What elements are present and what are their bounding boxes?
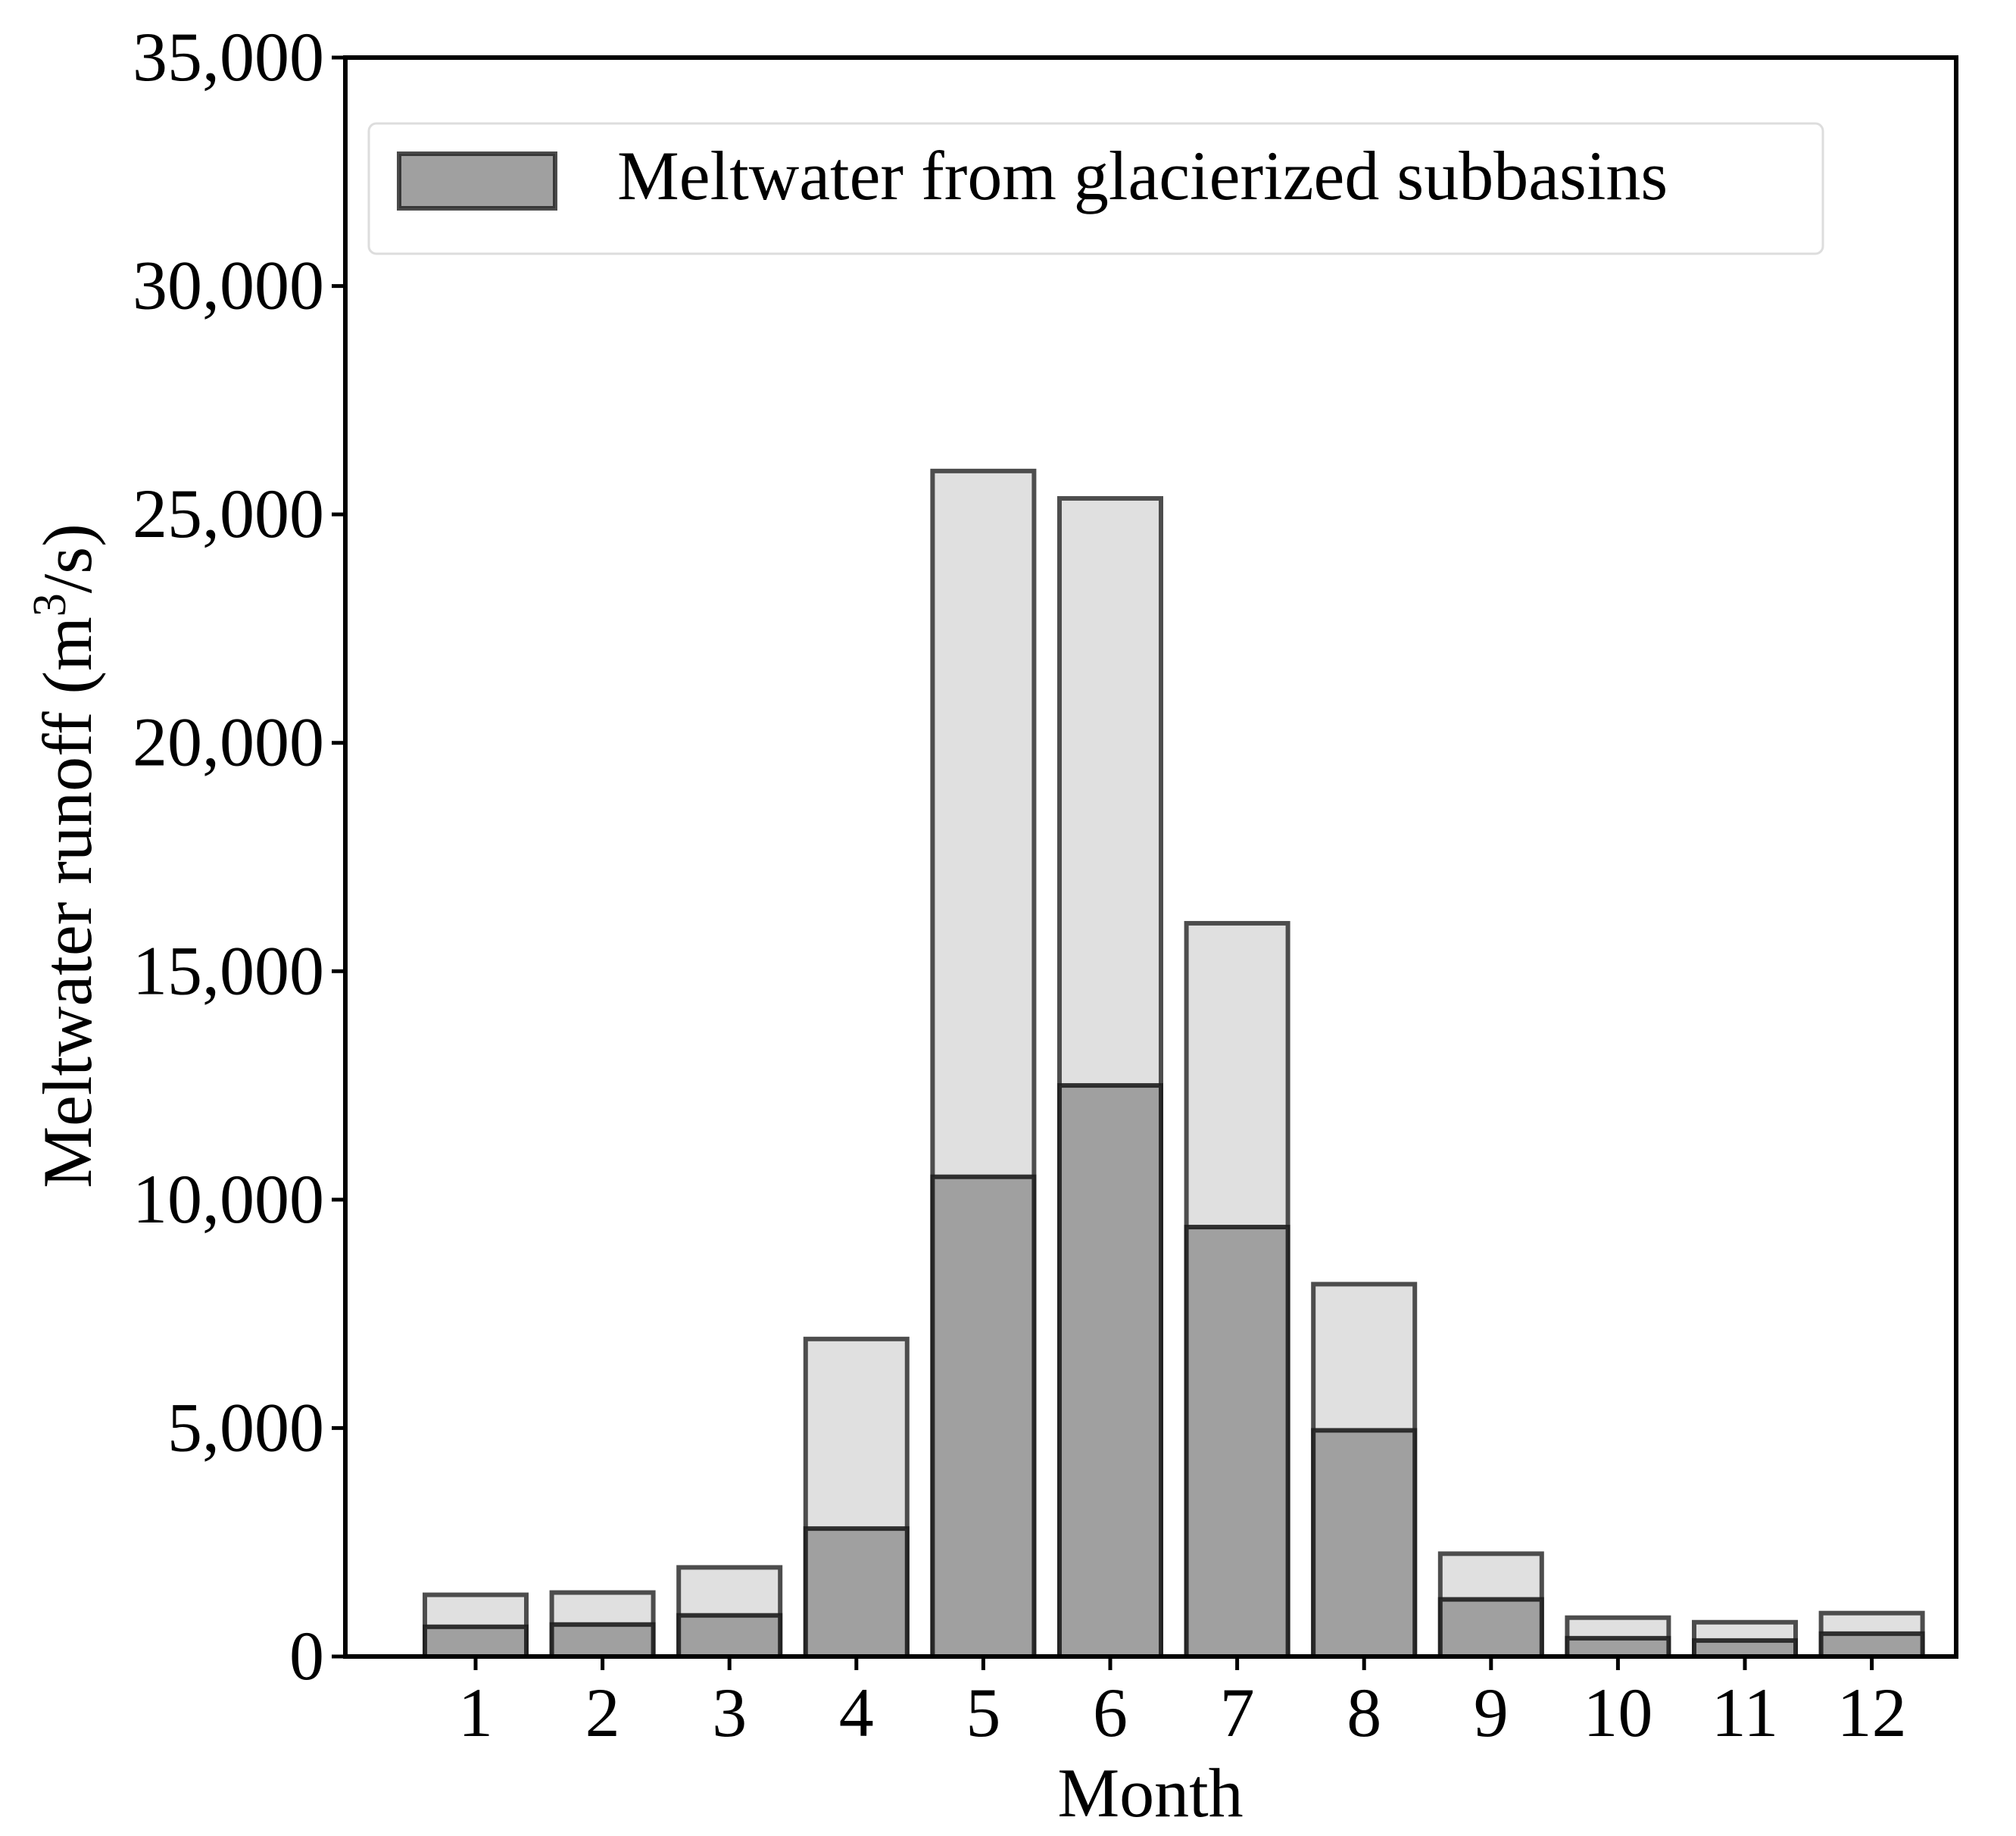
x-tick-label: 5 [966, 1674, 1000, 1751]
x-tick-label: 1 [458, 1674, 493, 1751]
bar-glacierized-month-2 [549, 1622, 656, 1660]
y-tick-label: 15,000 [133, 932, 324, 1009]
x-axis-label: Month [1057, 1754, 1243, 1831]
x-tick-label: 12 [1837, 1674, 1907, 1751]
y-tick-label: 20,000 [133, 704, 324, 781]
x-tick-label: 9 [1474, 1674, 1509, 1751]
y-tick-label: 0 [289, 1617, 324, 1694]
x-tick-label: 4 [839, 1674, 874, 1751]
y-axis-label-tail: /s) [29, 523, 106, 593]
x-tick-label: 6 [1093, 1674, 1128, 1751]
y-axis-label-superscript: 3 [24, 593, 76, 617]
y-axis: 0 5,000 10,000 15,000 20,000 25,000 30,000 35,0… [133, 18, 345, 1694]
bar-glacierized-month-8 [1311, 1428, 1418, 1660]
y-tick-label: 5,000 [167, 1388, 324, 1466]
x-tick-label: 3 [712, 1674, 747, 1751]
x-tick-label: 8 [1347, 1674, 1381, 1751]
bar-glacierized-month-6 [1057, 1083, 1163, 1659]
y-axis-label: Meltwater runoff (m3/s) [24, 523, 106, 1188]
y-tick-label: 35,000 [133, 18, 324, 95]
bar-glacierized-month-3 [676, 1613, 783, 1659]
bar-glacierized-month-11 [1692, 1638, 1798, 1659]
bar-glacierized-month-4 [803, 1526, 910, 1659]
plot-frame [343, 55, 1958, 1659]
bar-glacierized-month-10 [1565, 1635, 1671, 1659]
legend: Meltwater from glacierized subbasins [367, 122, 1824, 255]
legend-box [367, 122, 1824, 255]
bars-glacierized-series [423, 1083, 1925, 1660]
y-axis-label-main: Meltwater runoff (m [29, 617, 106, 1188]
x-tick-label: 11 [1712, 1674, 1779, 1751]
y-tick-label: 30,000 [133, 247, 324, 324]
y-tick-label: 10,000 [133, 1160, 324, 1238]
x-tick-label: 10 [1583, 1674, 1652, 1751]
bar-glacierized-month-1 [423, 1624, 529, 1659]
bar-glacierized-month-7 [1184, 1225, 1290, 1659]
legend-swatch [397, 151, 557, 211]
bar-glacierized-month-5 [930, 1174, 1037, 1659]
bar-glacierized-month-12 [1818, 1631, 1925, 1659]
x-tick-label: 2 [585, 1674, 620, 1751]
legend-label: Meltwater from glacierized subbasins [617, 137, 1668, 214]
bar-glacierized-month-9 [1437, 1597, 1544, 1660]
y-tick-label: 25,000 [133, 475, 324, 552]
x-axis: 1 2 3 4 5 6 7 8 9 10 11 12 [458, 1656, 1907, 1751]
x-tick-label: 7 [1220, 1674, 1255, 1751]
